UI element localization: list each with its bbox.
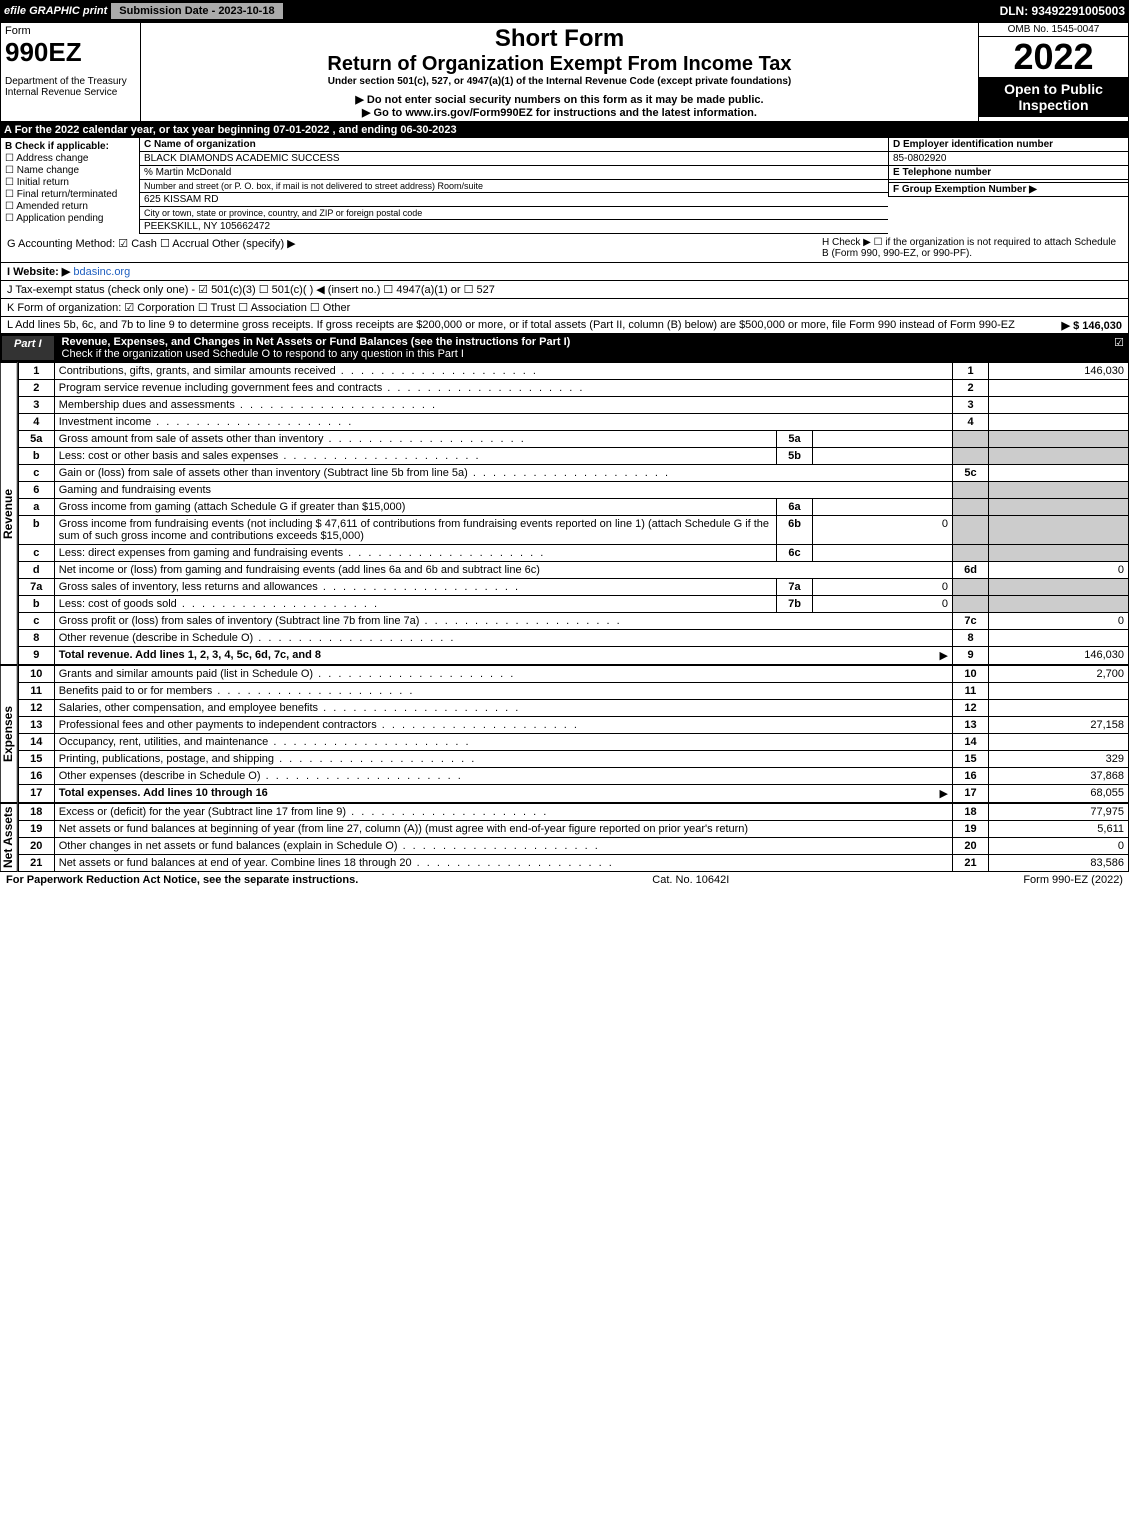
line-6d: dNet income or (loss) from gaming and fu… (18, 562, 1128, 579)
org-info-grid: B Check if applicable: Address change Na… (0, 138, 1129, 234)
netassets-block: Net Assets 18Excess or (deficit) for the… (0, 803, 1129, 872)
city: PEEKSKILL, NY 105662472 (140, 220, 888, 234)
revenue-table: 1Contributions, gifts, grants, and simil… (18, 362, 1129, 665)
under-section: Under section 501(c), 527, or 4947(a)(1)… (147, 76, 972, 87)
section-j: J Tax-exempt status (check only one) - ☑… (0, 281, 1129, 299)
line-6c: cLess: direct expenses from gaming and f… (18, 545, 1128, 562)
ein-header: D Employer identification number (888, 138, 1128, 152)
line-10: 10Grants and similar amounts paid (list … (18, 666, 1128, 683)
section-l-amount: ▶ $ 146,030 (1062, 319, 1122, 332)
line-6b: bGross income from fundraising events (n… (18, 516, 1128, 545)
line-1: 1Contributions, gifts, grants, and simil… (18, 363, 1128, 380)
section-l-text: L Add lines 5b, 6c, and 7b to line 9 to … (7, 319, 1015, 331)
line-6: 6Gaming and fundraising events (18, 482, 1128, 499)
expenses-block: Expenses 10Grants and similar amounts pa… (0, 665, 1129, 803)
line-3: 3Membership dues and assessments3 (18, 397, 1128, 414)
accounting-method: G Accounting Method: ☑ Cash ☐ Accrual Ot… (7, 237, 296, 259)
chk-address-change[interactable]: Address change (5, 153, 135, 164)
line-6a: aGross income from gaming (attach Schedu… (18, 499, 1128, 516)
paperwork-notice: For Paperwork Reduction Act Notice, see … (6, 874, 358, 886)
website-label: I Website: ▶ (7, 266, 70, 278)
return-title: Return of Organization Exempt From Incom… (147, 53, 972, 76)
submission-date: Submission Date - 2023-10-18 (111, 3, 282, 19)
open-to-public: Open to Public Inspection (979, 77, 1128, 117)
form-ref: Form 990-EZ (2022) (1023, 874, 1123, 886)
netassets-side-label: Net Assets (0, 803, 18, 872)
form-number: 990EZ (5, 37, 136, 68)
line-5b: bLess: cost or other basis and sales exp… (18, 448, 1128, 465)
line-12: 12Salaries, other compensation, and empl… (18, 700, 1128, 717)
street: 625 KISSAM RD (140, 193, 888, 207)
section-b: B Check if applicable: Address change Na… (0, 138, 140, 234)
line-20: 20Other changes in net assets or fund ba… (18, 838, 1128, 855)
line-8: 8Other revenue (describe in Schedule O)8 (18, 630, 1128, 647)
ein: 85-0802920 (888, 152, 1128, 166)
omb-number: OMB No. 1545-0047 (979, 23, 1128, 37)
line-5a: 5aGross amount from sale of assets other… (18, 431, 1128, 448)
section-i: I Website: ▶ bdasinc.org (0, 263, 1129, 281)
tax-year: 2022 (979, 37, 1128, 77)
line-13: 13Professional fees and other payments t… (18, 717, 1128, 734)
section-b-header: B Check if applicable: (5, 141, 135, 152)
line-15: 15Printing, publications, postage, and s… (18, 751, 1128, 768)
line-11: 11Benefits paid to or for members11 (18, 683, 1128, 700)
section-def: D Employer identification number 85-0802… (888, 138, 1128, 234)
city-header: City or town, state or province, country… (140, 207, 888, 220)
top-bar: efile GRAPHIC print Submission Date - 20… (0, 0, 1129, 22)
line-19: 19Net assets or fund balances at beginni… (18, 821, 1128, 838)
line-17: 17Total expenses. Add lines 10 through 1… (18, 785, 1128, 803)
page-footer: For Paperwork Reduction Act Notice, see … (0, 872, 1129, 888)
group-exemption-header: F Group Exemption Number ▶ (888, 183, 1128, 197)
chk-name-change[interactable]: Name change (5, 165, 135, 176)
dept-irs: Internal Revenue Service (5, 87, 136, 98)
part1-sub: Check if the organization used Schedule … (62, 348, 464, 360)
part1-checkbox[interactable]: ☑ (1111, 336, 1127, 360)
efile-label: efile GRAPHIC print (4, 5, 107, 17)
org-name: BLACK DIAMONDS ACADEMIC SUCCESS (140, 152, 888, 166)
expenses-table: 10Grants and similar amounts paid (list … (18, 665, 1129, 803)
website-link[interactable]: bdasinc.org (73, 266, 130, 278)
line-7a: 7aGross sales of inventory, less returns… (18, 579, 1128, 596)
part1-title: Revenue, Expenses, and Changes in Net As… (62, 336, 571, 348)
line-7c: cGross profit or (loss) from sales of in… (18, 613, 1128, 630)
chk-pending[interactable]: Application pending (5, 213, 135, 224)
short-form-title: Short Form (147, 25, 972, 53)
netassets-table: 18Excess or (deficit) for the year (Subt… (18, 803, 1129, 872)
part1-tag: Part I (2, 336, 54, 360)
tel-header: E Telephone number (888, 166, 1128, 180)
chk-initial-return[interactable]: Initial return (5, 177, 135, 188)
goto-link[interactable]: ▶ Go to www.irs.gov/Form990EZ for instru… (147, 106, 972, 119)
revenue-block: Revenue 1Contributions, gifts, grants, a… (0, 362, 1129, 665)
line-21: 21Net assets or fund balances at end of … (18, 855, 1128, 872)
line-5c: cGain or (loss) from sale of assets othe… (18, 465, 1128, 482)
chk-final-return[interactable]: Final return/terminated (5, 189, 135, 200)
revenue-side-label: Revenue (0, 362, 18, 665)
line-9: 9Total revenue. Add lines 1, 2, 3, 4, 5c… (18, 647, 1128, 665)
part1-header: Part I Revenue, Expenses, and Changes in… (0, 334, 1129, 362)
section-gh: G Accounting Method: ☑ Cash ☐ Accrual Ot… (0, 234, 1129, 263)
org-name-header: C Name of organization (140, 138, 888, 152)
care-of: % Martin McDonald (140, 166, 888, 180)
catalog-number: Cat. No. 10642I (652, 874, 729, 886)
expenses-side-label: Expenses (0, 665, 18, 803)
line-7b: bLess: cost of goods sold7b0 (18, 596, 1128, 613)
line-2: 2Program service revenue including gover… (18, 380, 1128, 397)
dln: DLN: 93492291005003 (1000, 4, 1125, 18)
dept-treasury: Department of the Treasury (5, 76, 136, 87)
section-k: K Form of organization: ☑ Corporation ☐ … (0, 299, 1129, 317)
form-header: Form 990EZ Department of the Treasury In… (0, 22, 1129, 122)
line-4: 4Investment income4 (18, 414, 1128, 431)
line-18: 18Excess or (deficit) for the year (Subt… (18, 804, 1128, 821)
section-a-period: A For the 2022 calendar year, or tax yea… (0, 122, 1129, 138)
chk-amended[interactable]: Amended return (5, 201, 135, 212)
line-16: 16Other expenses (describe in Schedule O… (18, 768, 1128, 785)
ssn-warning: ▶ Do not enter social security numbers o… (147, 93, 972, 106)
schedule-b-check: H Check ▶ ☐ if the organization is not r… (822, 237, 1122, 259)
line-14: 14Occupancy, rent, utilities, and mainte… (18, 734, 1128, 751)
street-header: Number and street (or P. O. box, if mail… (140, 180, 888, 193)
section-c: C Name of organization BLACK DIAMONDS AC… (140, 138, 888, 234)
section-l: L Add lines 5b, 6c, and 7b to line 9 to … (0, 317, 1129, 334)
form-label: Form (5, 25, 136, 37)
